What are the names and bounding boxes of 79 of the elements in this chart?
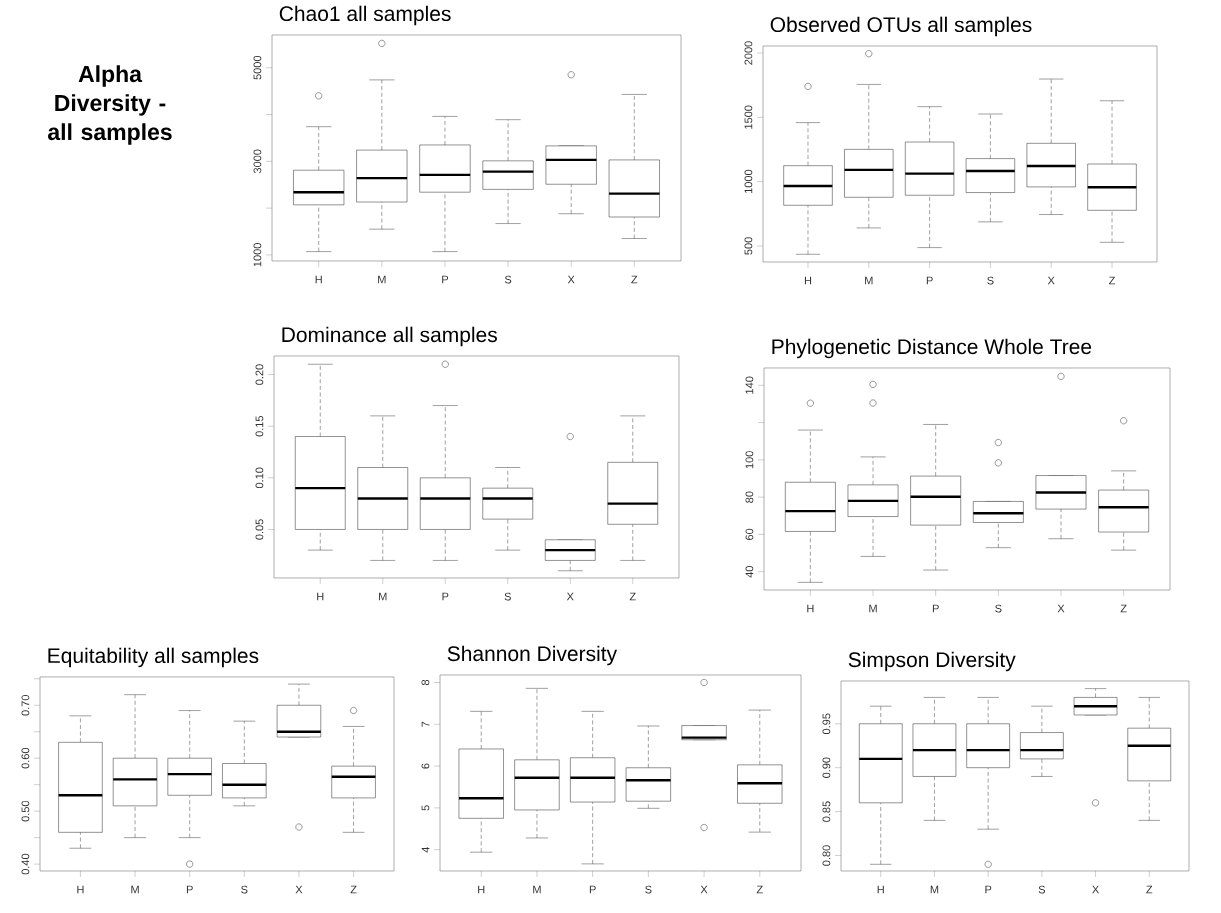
y-tick-label: 0.40	[21, 853, 30, 875]
x-tick-label: X	[700, 885, 708, 894]
chart-title: Equitability all samples	[48, 647, 259, 668]
x-tick-label: P	[985, 885, 992, 894]
y-tick-label: 3000	[253, 149, 262, 174]
y-tick-label: 0.05	[255, 519, 264, 540]
y-tick-label: 500	[744, 237, 753, 255]
chart-title: Simpson Diversity	[848, 651, 1016, 672]
x-tick-label: M	[930, 885, 939, 894]
y-tick-label: 140	[745, 376, 754, 394]
x-tick-label: M	[131, 885, 139, 894]
y-tick-label: 0.15	[255, 415, 264, 437]
y-tick-label: 100	[745, 451, 754, 469]
x-tick-label: S	[241, 885, 248, 894]
x-tick-label: H	[77, 885, 84, 894]
x-tick-label: Z	[1120, 604, 1127, 613]
x-tick-label: X	[295, 885, 303, 894]
x-tick-label: M	[378, 275, 386, 284]
x-tick-label: Z	[629, 592, 636, 601]
x-tick-label: Z	[1109, 276, 1116, 285]
x-tick-label: Z	[756, 885, 763, 894]
x-tick-label: H	[315, 275, 322, 284]
x-tick-label: M	[865, 276, 873, 285]
y-tick-label: 4	[421, 846, 430, 853]
y-tick-label: 0.70	[21, 694, 30, 716]
x-tick-label: X	[566, 592, 574, 601]
chart-title: Shannon Diversity	[447, 645, 618, 666]
y-tick-label: 0.85	[822, 801, 831, 822]
x-tick-label: M	[379, 592, 387, 601]
y-tick-label: 0.60	[21, 747, 30, 769]
x-tick-label: S	[504, 592, 511, 601]
y-tick-label: 1500	[744, 105, 753, 129]
x-tick-label: X	[1057, 604, 1065, 613]
y-tick-label: 8	[421, 679, 430, 686]
x-tick-label: S	[1038, 885, 1046, 894]
x-tick-label: P	[442, 592, 449, 601]
y-tick-label: 6	[421, 763, 430, 769]
x-tick-label: H	[807, 604, 814, 613]
chart-title: Chao1 all samples	[279, 5, 451, 26]
y-tick-label: 0.90	[822, 757, 831, 778]
x-tick-label: X	[1047, 276, 1055, 285]
y-tick-label: 0.50	[21, 800, 30, 822]
y-tick-label: 1000	[744, 169, 753, 194]
x-tick-label: S	[504, 275, 512, 284]
y-tick-label: 0.80	[822, 845, 831, 866]
x-tick-label: S	[995, 604, 1002, 613]
x-tick-label: X	[567, 275, 575, 284]
x-tick-label: S	[987, 276, 994, 285]
y-tick-label: 80	[745, 491, 754, 503]
y-tick-label: 1000	[253, 243, 262, 267]
x-tick-label: P	[186, 885, 193, 894]
x-tick-label: X	[1092, 885, 1099, 894]
x-tick-label: Z	[350, 885, 357, 894]
chart-title: Observed OTUs all samples	[770, 16, 1032, 37]
y-tick-label: 5000	[253, 55, 262, 80]
y-tick-label: 5	[421, 805, 430, 811]
x-tick-label: M	[869, 604, 877, 613]
y-tick-label: 0.20	[255, 364, 264, 385]
x-tick-label: M	[533, 885, 541, 894]
x-tick-label: H	[804, 276, 812, 285]
y-tick-label: 0.95	[822, 713, 831, 735]
y-tick-label: 60	[745, 528, 754, 540]
chart-title: Dominance all samples	[282, 326, 497, 347]
x-tick-label: H	[877, 885, 884, 894]
text: Alpha Diversity - all samples	[48, 65, 172, 145]
x-tick-label: Z	[1146, 885, 1153, 894]
x-tick-label: Z	[631, 275, 638, 284]
x-tick-label: H	[478, 885, 485, 894]
x-tick-label: P	[442, 275, 449, 284]
x-tick-label: S	[645, 885, 652, 894]
x-tick-label: P	[932, 604, 939, 613]
y-tick-label: 7	[421, 721, 430, 727]
chart-title: Phylogenetic Distance Whole Tree	[772, 338, 1092, 359]
y-tick-label: 40	[745, 566, 754, 578]
x-tick-label: H	[317, 592, 324, 601]
y-tick-label: 2000	[744, 41, 753, 65]
x-tick-label: P	[589, 885, 596, 894]
x-tick-label: P	[926, 276, 933, 285]
y-tick-label: 0.10	[255, 467, 264, 489]
